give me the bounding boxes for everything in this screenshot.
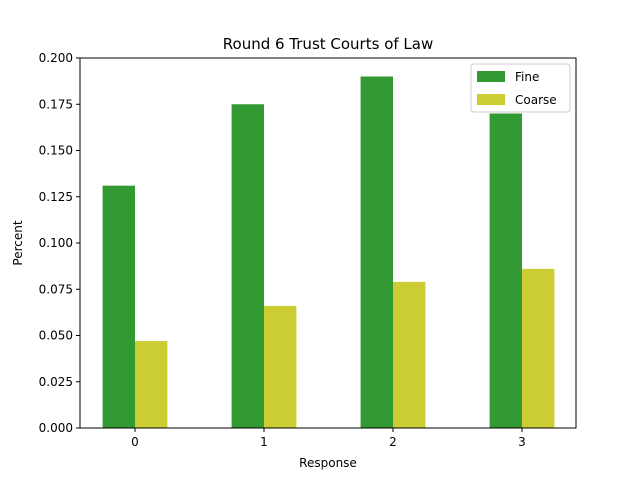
x-tick-label: 0 xyxy=(131,435,139,449)
y-tick-label: 0.050 xyxy=(39,329,73,343)
x-tick-label: 2 xyxy=(389,435,397,449)
x-tick-label: 1 xyxy=(260,435,268,449)
y-tick-label: 0.000 xyxy=(39,421,73,435)
bar-fine-3 xyxy=(489,113,522,428)
legend-label-coarse: Coarse xyxy=(515,93,557,107)
legend: Fine Coarse xyxy=(470,63,571,113)
y-axis-label: Percent xyxy=(11,220,25,265)
y-tick-label: 0.025 xyxy=(39,375,73,389)
bar-coarse-3 xyxy=(522,268,555,428)
bar-coarse-1 xyxy=(264,305,297,428)
legend-swatch-coarse xyxy=(477,94,505,105)
y-tick-label: 0.075 xyxy=(39,282,73,296)
y-tick-label: 0.200 xyxy=(39,51,73,65)
legend-swatch-fine xyxy=(477,71,505,82)
plot-frame xyxy=(79,57,577,429)
chart-title: Round 6 Trust Courts of Law xyxy=(223,35,433,53)
bar-coarse-2 xyxy=(393,281,426,428)
bar-fine-1 xyxy=(231,104,264,428)
x-tick-label: 3 xyxy=(518,435,526,449)
y-tick-label: 0.150 xyxy=(39,144,73,158)
y-tick-label: 0.175 xyxy=(39,97,73,111)
bar-fine-2 xyxy=(360,76,393,428)
legend-label-fine: Fine xyxy=(515,70,539,84)
bar-coarse-0 xyxy=(135,341,168,428)
y-tick-label: 0.100 xyxy=(39,236,73,250)
x-axis-label: Response xyxy=(299,456,357,470)
bar-fine-0 xyxy=(102,185,135,428)
y-tick-label: 0.125 xyxy=(39,190,73,204)
